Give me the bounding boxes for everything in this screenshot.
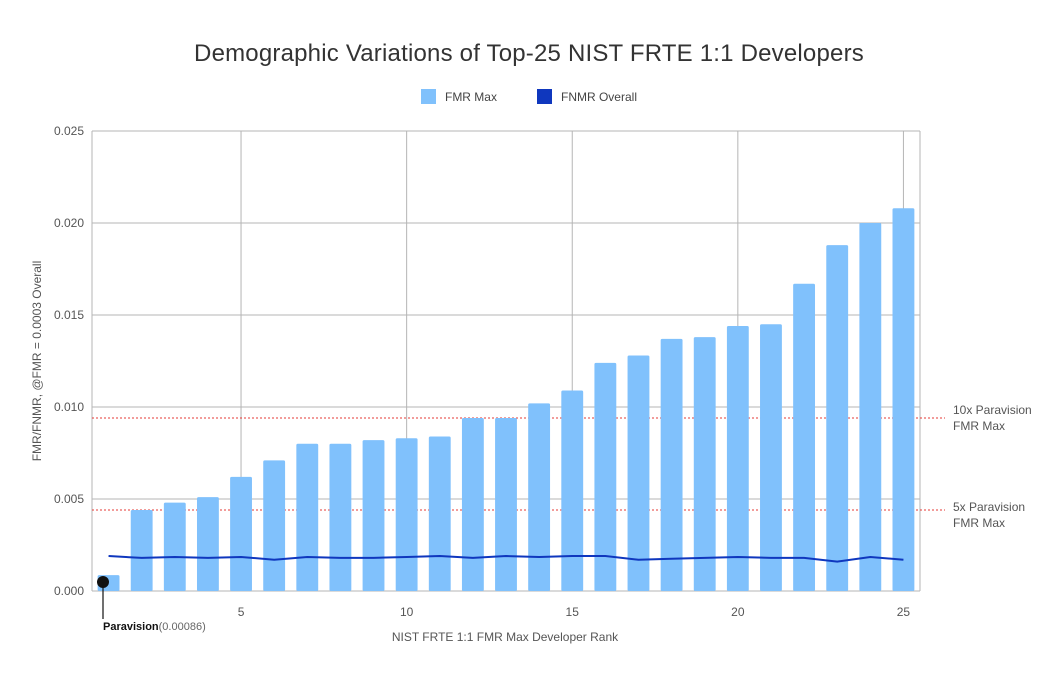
bar-22 [793,283,816,591]
bar-12 [461,418,484,591]
x-tick-label-5: 5 [238,605,245,619]
bar-7 [296,443,319,591]
y-tick-label-0: 0.000 [54,584,84,598]
ref-label-10x-line1: 10x Paravision [953,403,1032,417]
x-tick-label-20: 20 [731,605,745,619]
legend-swatch-fnmr-overall [536,89,552,104]
reference-lines [92,417,945,511]
bar-4 [196,497,219,591]
bars [97,208,915,591]
y-tick-label-5: 0.025 [54,124,84,138]
bar-18 [660,338,683,591]
bar-9 [362,440,385,591]
y-tick-label-3: 0.015 [54,308,84,322]
bar-20 [726,326,749,591]
bar-13 [495,418,517,591]
bar-10 [395,438,418,591]
callout-value: (0.00086) [159,621,206,633]
x-tick-label-25: 25 [897,605,911,619]
bar-14 [528,403,551,591]
bar-6 [263,460,286,591]
fnmr-line [108,555,904,563]
bar-19 [693,337,716,591]
ref-label-5x-line2: FMR Max [953,516,1005,530]
legend-label-fnmr-overall: FNMR Overall [560,89,637,104]
y-tick-label-1: 0.005 [54,492,84,506]
ref-label-5x: 5x Paravision FMR Max [953,500,1025,530]
legend: FMR Max FNMR Overall [0,89,1058,104]
y-tick-label-4: 0.020 [54,216,84,230]
legend-item-fmr-max: FMR Max [420,89,497,104]
callout-text: Paravision(0.00086) [103,621,206,633]
chart-title: Demographic Variations of Top-25 NIST FR… [194,40,864,67]
bar-15 [561,390,584,591]
y-tick-label-2: 0.010 [54,400,84,414]
legend-swatch-fmr-max [420,89,436,104]
bar-3 [163,502,186,591]
legend-label-fmr-max: FMR Max [444,89,497,104]
bar-2 [130,510,153,591]
legend-item-fnmr-overall: FNMR Overall [536,89,637,104]
ref-label-10x-line2: FMR Max [953,419,1005,433]
ref-label-5x-line1: 5x Paravision [953,500,1025,514]
y-axis-label: FMR/FNMR, @FMR = 0.0003 Overall [30,261,44,462]
bar-23 [826,245,849,591]
bar-21 [760,324,782,591]
tick-labels: 0.000 0.005 0.010 0.015 0.020 0.025 5 10 15 20 25 [54,124,910,619]
bar-25 [892,208,915,591]
bar-8 [329,443,352,591]
paravision-callout: Paravision(0.00086) [97,576,206,633]
callout-name: Paravision [103,621,159,633]
bar-16 [594,362,617,591]
x-axis-label: NIST FRTE 1:1 FMR Max Developer Rank [392,630,619,644]
bar-5 [230,476,252,591]
bar-24 [859,223,882,591]
bar-11 [428,436,451,591]
fnmr-overall-line [108,555,904,563]
bar-17 [627,355,650,591]
ref-label-10x: 10x Paravision FMR Max [953,403,1032,433]
x-tick-label-15: 15 [566,605,580,619]
x-tick-label-10: 10 [400,605,414,619]
